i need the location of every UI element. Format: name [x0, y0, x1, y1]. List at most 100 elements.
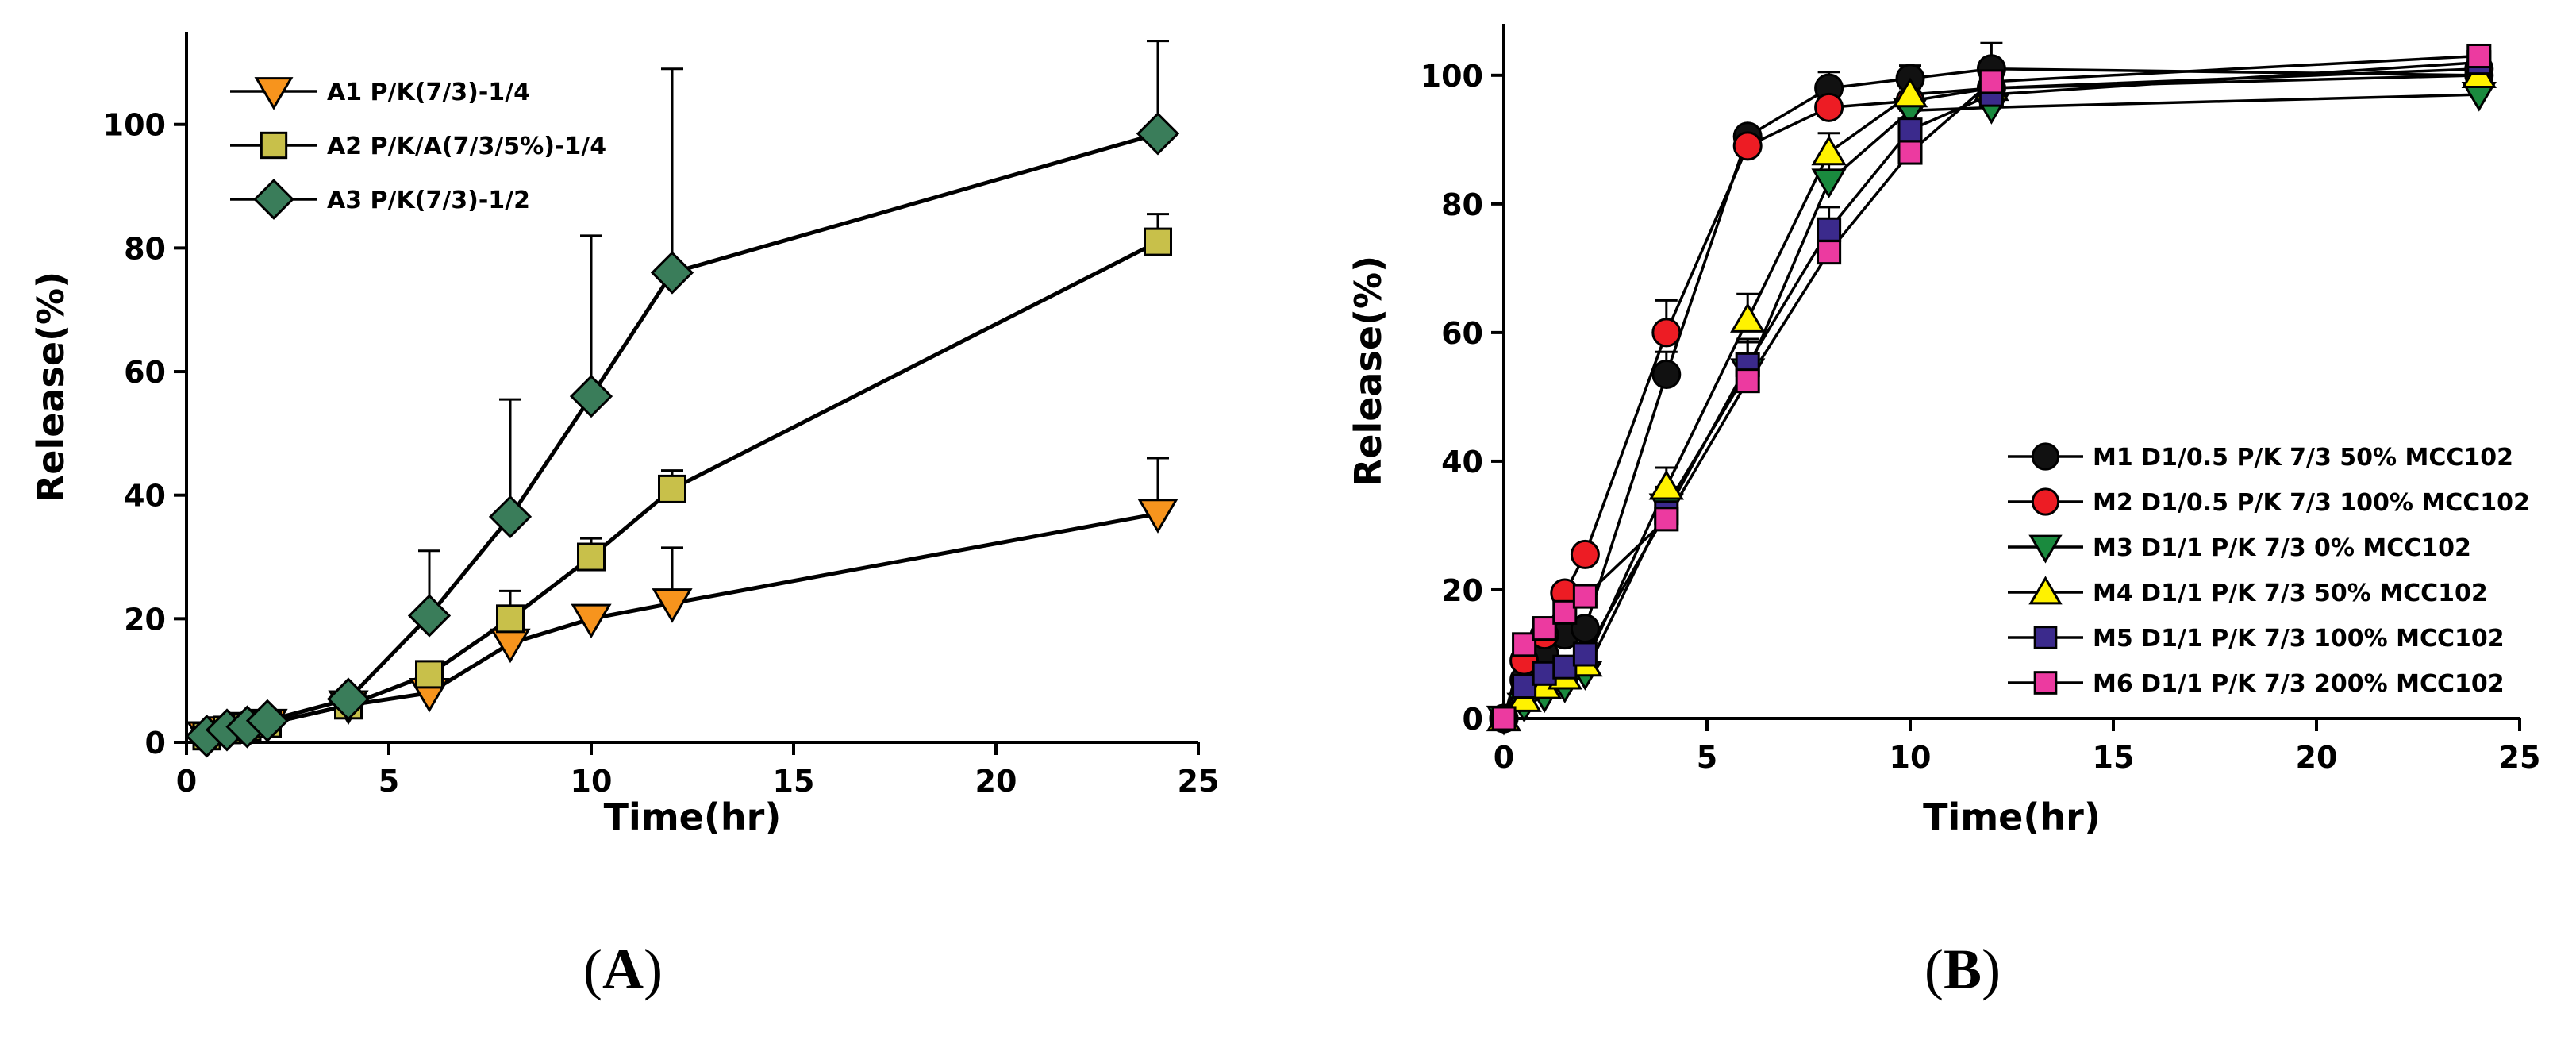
y-axis-label-a: Release(%) [29, 272, 72, 503]
y-tick-label-b: 20 [1441, 573, 1483, 608]
legend-label-a-2: A2 P/K/A(7/3/5%)-1/4 [327, 133, 606, 160]
y-tick-label-b: 0 [1463, 702, 1483, 737]
series-line-b-6 [1502, 54, 2479, 719]
data-point-b-2 [1814, 92, 1844, 122]
data-point-b-6 [1552, 599, 1578, 625]
legend-label-b-1: M1 D1/0.5 P/K 7/3 50% MCC102 [2093, 444, 2513, 472]
data-point-a-2 [496, 604, 525, 634]
data-point-b-6 [1654, 507, 1679, 532]
data-point-b-6 [1735, 368, 1760, 394]
legend-b: M1 D1/0.5 P/K 7/3 50% MCC102 M2 D1/0.5 P/… [2008, 442, 2530, 698]
series-line-b-5 [1502, 60, 2479, 719]
legend-label-a-3: A3 P/K(7/3)-1/2 [327, 187, 530, 214]
data-point-a-2 [415, 660, 444, 689]
y-tick-label-b: 40 [1441, 445, 1483, 480]
data-point-b-6 [1572, 584, 1598, 609]
data-point-b-1 [1651, 360, 1682, 390]
legend-marker-b-1 [2031, 442, 2060, 471]
x-axis-label-b: Time(hr) [1923, 796, 2101, 838]
data-point-b-5 [1512, 673, 1537, 699]
panel-label-a: (A) [583, 938, 663, 1001]
x-tick-label-a: 20 [975, 764, 1017, 799]
x-tick-label-a: 5 [379, 764, 399, 799]
legend-marker-a-1 [254, 77, 294, 110]
data-point-b-5 [1552, 654, 1578, 680]
y-tick-label-b: 60 [1441, 316, 1483, 351]
legend-label-b-4: M4 D1/1 P/K 7/3 50% MCC102 [2093, 580, 2488, 607]
data-point-a-3 [326, 677, 371, 721]
data-point-b-2 [1651, 318, 1682, 348]
data-point-b-5 [1817, 217, 1842, 242]
legend-marker-a-3 [253, 179, 294, 220]
chart-panel-a: 0 5 10 15 20 25 0 20 40 60 80 100 Time(hr) Release(%)… [29, 32, 1219, 838]
x-tick-label-b: 25 [2499, 740, 2541, 775]
legend-marker-b-5 [2033, 626, 2058, 649]
legend-marker-b-2 [2031, 487, 2060, 516]
data-point-a-2 [1144, 227, 1172, 256]
x-tick-label-a: 25 [1178, 764, 1220, 799]
legend-label-b-5: M5 D1/1 P/K 7/3 100% MCC102 [2093, 625, 2505, 653]
data-point-a-3 [650, 251, 694, 295]
x-tick-label-b: 5 [1697, 740, 1717, 775]
legend-a: A1 P/K(7/3)-1/4 A2 P/K/A(7/3/5%)-1/4 A3 P/… [230, 77, 606, 220]
legend-label-a-1: A1 P/K(7/3)-1/4 [327, 79, 530, 106]
data-point-a-3 [488, 495, 533, 539]
series-line-b-2 [1502, 67, 2479, 719]
legend-marker-b-6 [2033, 671, 2058, 695]
y-tick-label-a: 80 [124, 231, 166, 266]
data-point-b-4 [1811, 135, 1847, 166]
series-line-a-3 [206, 132, 1159, 738]
panel-label-b: (B) [1924, 938, 2001, 1001]
x-tick-label-b: 10 [1890, 740, 1932, 775]
x-tick-label-b: 20 [2296, 740, 2338, 775]
y-tick-label-a: 60 [124, 355, 166, 390]
legend-marker-b-3 [2028, 534, 2063, 564]
data-point-a-1 [652, 588, 693, 623]
y-tick-label-a: 20 [124, 602, 166, 637]
x-axis-label-a: Time(hr) [604, 796, 782, 838]
data-point-b-2 [1570, 539, 1600, 569]
data-point-b-4 [1648, 469, 1684, 500]
data-point-b-5 [1532, 661, 1557, 686]
data-point-b-6 [2466, 43, 2492, 69]
legend-marker-a-2 [260, 131, 288, 160]
series-line-b-4 [1502, 74, 2479, 720]
data-point-a-3 [569, 375, 613, 418]
data-point-b-2 [1732, 131, 1763, 161]
data-point-b-6 [1978, 69, 2004, 94]
x-tick-label-a: 15 [773, 764, 815, 799]
data-point-b-6 [1491, 706, 1517, 731]
data-point-b-5 [1897, 117, 1923, 143]
legend-label-b-3: M3 D1/1 P/K 7/3 0% MCC102 [2093, 534, 2471, 562]
data-point-a-3 [245, 699, 290, 742]
data-point-a-2 [577, 542, 606, 572]
data-point-a-1 [1137, 499, 1178, 534]
data-point-a-2 [658, 474, 686, 503]
data-point-b-3 [1811, 168, 1847, 199]
data-point-b-4 [1730, 302, 1766, 333]
chart-panel-b: 0 5 10 15 20 25 0 20 40 60 80 100 Time(hr) Release(%)… [1347, 24, 2540, 838]
y-tick-label-a: 0 [145, 726, 166, 761]
y-tick-label-b: 100 [1421, 59, 1483, 94]
data-point-a-1 [571, 603, 612, 639]
data-point-b-5 [1572, 641, 1598, 667]
data-point-b-4 [1892, 77, 1928, 108]
y-axis-label-b: Release(%) [1347, 256, 1390, 487]
legend-label-b-2: M2 D1/0.5 P/K 7/3 100% MCC102 [2093, 489, 2530, 517]
data-point-b-6 [1897, 140, 1923, 165]
x-tick-label-a: 10 [571, 764, 613, 799]
x-tick-label-b: 15 [2093, 740, 2135, 775]
x-tick-label-b: 0 [1494, 740, 1514, 775]
y-tick-label-b: 80 [1441, 187, 1483, 222]
legend-label-b-6: M6 D1/1 P/K 7/3 200% MCC102 [2093, 670, 2505, 698]
data-point-b-6 [1512, 632, 1537, 657]
data-point-a-3 [407, 594, 452, 638]
data-point-a-1 [490, 628, 531, 664]
data-point-b-6 [1817, 240, 1842, 265]
data-point-b-6 [1532, 616, 1557, 641]
y-tick-label-a: 100 [103, 108, 166, 143]
x-tick-label-a: 0 [176, 764, 197, 799]
series-line-b-1 [1502, 67, 2479, 719]
